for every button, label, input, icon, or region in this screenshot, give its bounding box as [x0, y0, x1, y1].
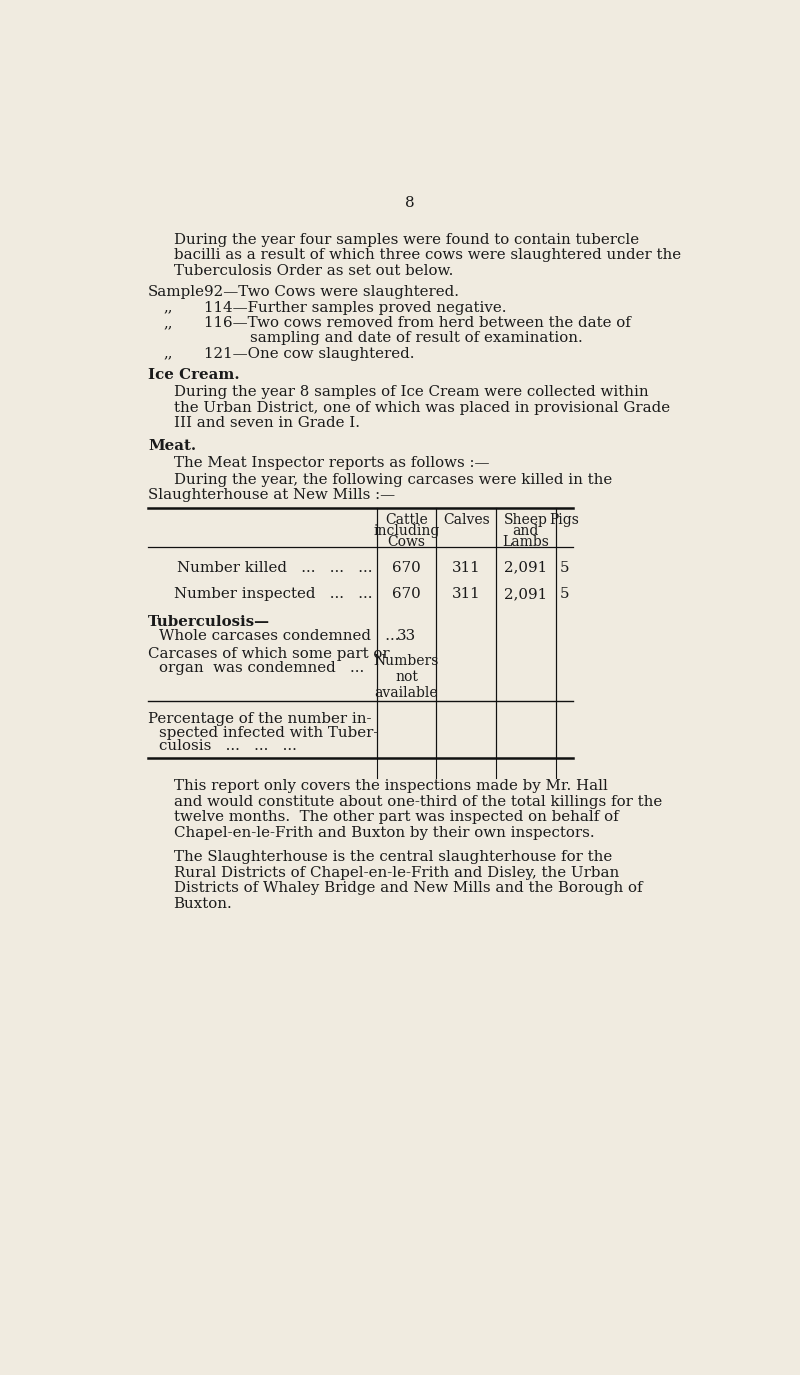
Text: Chapel-en-le-Frith and Buxton by their own inspectors.: Chapel-en-le-Frith and Buxton by their o… [174, 825, 594, 840]
Text: ,,: ,, [163, 346, 173, 360]
Text: Rural Districts of Chapel-en-le-Frith and Disley, the Urban: Rural Districts of Chapel-en-le-Frith an… [174, 866, 619, 880]
Text: the Urban District, one of which was placed in provisional Grade: the Urban District, one of which was pla… [174, 400, 670, 415]
Text: Tuberculosis Order as set out below.: Tuberculosis Order as set out below. [174, 264, 453, 278]
Text: Numbers
not
available: Numbers not available [374, 654, 439, 700]
Text: Percentage of the number in-: Percentage of the number in- [148, 712, 371, 726]
Text: III and seven in Grade I.: III and seven in Grade I. [174, 417, 360, 430]
Text: Sheep: Sheep [504, 513, 548, 527]
Text: 5: 5 [559, 561, 569, 575]
Text: Districts of Whaley Bridge and New Mills and the Borough of: Districts of Whaley Bridge and New Mills… [174, 881, 642, 895]
Text: 2,091: 2,091 [504, 561, 547, 575]
Text: Meat.: Meat. [148, 439, 196, 454]
Text: The Meat Inspector reports as follows :—: The Meat Inspector reports as follows :— [174, 456, 489, 470]
Text: 121—One cow slaughtered.: 121—One cow slaughtered. [204, 346, 414, 360]
Text: During the year 8 samples of Ice Cream were collected within: During the year 8 samples of Ice Cream w… [174, 385, 648, 399]
Text: sampling and date of result of examination.: sampling and date of result of examinati… [250, 331, 583, 345]
Text: Whole carcases condemned   ...: Whole carcases condemned ... [159, 628, 399, 642]
Text: Calves: Calves [443, 513, 490, 527]
Text: 2,091: 2,091 [504, 587, 547, 601]
Text: 92—Two Cows were slaughtered.: 92—Two Cows were slaughtered. [204, 285, 459, 300]
Text: This report only covers the inspections made by Mr. Hall: This report only covers the inspections … [174, 780, 607, 793]
Text: Carcases of which some part or: Carcases of which some part or [148, 648, 390, 661]
Text: 116—Two cows removed from herd between the date of: 116—Two cows removed from herd between t… [204, 316, 630, 330]
Text: During the year four samples were found to contain tubercle: During the year four samples were found … [174, 232, 638, 246]
Text: During the year, the following carcases were killed in the: During the year, the following carcases … [174, 473, 612, 487]
Text: Number killed   ...   ...   ...: Number killed ... ... ... [178, 561, 373, 575]
Text: Tuberculosis—: Tuberculosis— [148, 615, 270, 628]
Text: Slaughterhouse at New Mills :—: Slaughterhouse at New Mills :— [148, 488, 395, 502]
Text: twelve months.  The other part was inspected on behalf of: twelve months. The other part was inspec… [174, 810, 618, 824]
Text: 311: 311 [452, 587, 481, 601]
Text: Sample: Sample [148, 285, 205, 300]
Text: 33: 33 [397, 628, 416, 642]
Text: 670: 670 [392, 561, 421, 575]
Text: 5: 5 [559, 587, 569, 601]
Text: Cows: Cows [387, 535, 426, 549]
Text: culosis   ...   ...   ...: culosis ... ... ... [159, 740, 297, 754]
Text: 311: 311 [452, 561, 481, 575]
Text: Cattle: Cattle [385, 513, 428, 527]
Text: ,,: ,, [163, 301, 173, 315]
Text: including: including [374, 524, 440, 538]
Text: spected infected with Tuber-: spected infected with Tuber- [159, 726, 378, 740]
Text: Buxton.: Buxton. [174, 896, 232, 910]
Text: 670: 670 [392, 587, 421, 601]
Text: and would constitute about one-third of the total killings for the: and would constitute about one-third of … [174, 795, 662, 808]
Text: Pigs: Pigs [550, 513, 579, 527]
Text: and: and [513, 524, 539, 538]
Text: The Slaughterhouse is the central slaughterhouse for the: The Slaughterhouse is the central slaugh… [174, 850, 612, 865]
Text: bacilli as a result of which three cows were slaughtered under the: bacilli as a result of which three cows … [174, 248, 681, 263]
Text: Lambs: Lambs [502, 535, 550, 549]
Text: ,,: ,, [163, 316, 173, 330]
Text: 8: 8 [405, 195, 415, 210]
Text: Ice Cream.: Ice Cream. [148, 368, 240, 382]
Text: organ  was condemned   ...: organ was condemned ... [159, 661, 364, 675]
Text: Number inspected   ...   ...: Number inspected ... ... [174, 587, 373, 601]
Text: 114—Further samples proved negative.: 114—Further samples proved negative. [204, 301, 506, 315]
